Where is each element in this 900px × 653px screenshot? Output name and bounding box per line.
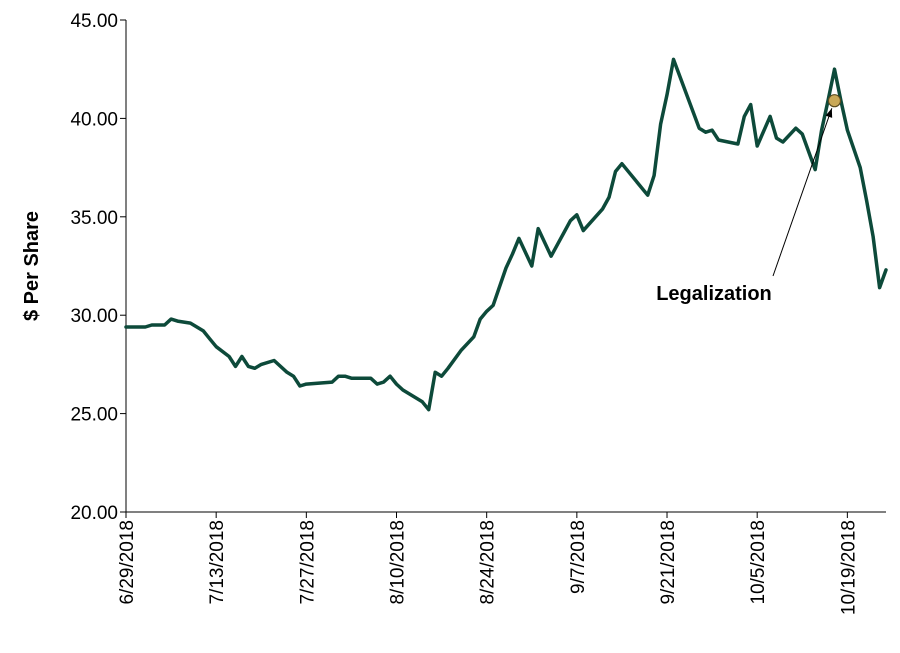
price-line [124, 57, 888, 412]
annotation-label: Legalization [656, 283, 772, 305]
y-tick-label: 45.00 [70, 11, 118, 32]
x-tick-label: 8/10/2018 [388, 520, 409, 605]
x-tick-label: 7/13/2018 [207, 520, 228, 605]
x-tick-label: 10/19/2018 [838, 520, 859, 615]
x-axis-ticks: 6/29/2018 7/13/2018 7/27/2018 8/10/2018 8/24… [117, 512, 859, 615]
y-tick-label: 20.00 [70, 503, 118, 524]
y-axis-ticks: 20.00 25.00 30.00 35.00 40.00 45.00 [70, 11, 126, 524]
x-tick-label: 7/27/2018 [297, 520, 318, 605]
series-group [124, 57, 888, 412]
annotation-arrowhead [825, 108, 833, 118]
plot-area [125, 20, 886, 513]
x-tick-label: 9/21/2018 [658, 520, 679, 605]
y-tick-label: 40.00 [70, 109, 118, 130]
y-tick-label: 35.00 [70, 208, 118, 229]
y-tick-label: 25.00 [70, 405, 118, 426]
y-axis-title: $ Per Share [21, 211, 43, 321]
legalization-marker [827, 94, 842, 108]
x-tick-label: 10/5/2018 [748, 520, 769, 605]
x-tick-label: 6/29/2018 [117, 520, 138, 605]
annotation: Legalization [656, 94, 842, 305]
annotation-arrow [772, 108, 833, 277]
y-tick-label: 30.00 [70, 306, 118, 327]
x-tick-label: 9/7/2018 [568, 520, 589, 594]
x-tick-label: 8/24/2018 [478, 520, 499, 605]
